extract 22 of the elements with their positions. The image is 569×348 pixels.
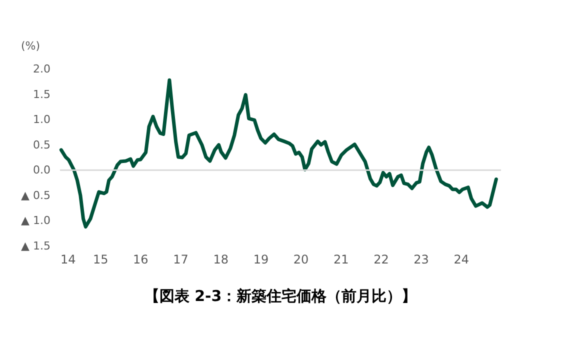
y-tick-label: 1.0 (33, 113, 50, 126)
x-tick-label: 17 (173, 252, 188, 266)
y-tick-label: ▲ 1.0 (21, 214, 50, 228)
y-axis-title: (%) (20, 40, 40, 52)
text: 【図表 2-3：新築住宅価格（前月比）】 (144, 287, 417, 305)
x-tick-label: 18 (213, 252, 229, 266)
x-tick-label: 20 (293, 252, 309, 266)
x-tick-label: 14 (60, 252, 76, 266)
x-tick-label: 24 (454, 252, 470, 266)
y-tick-label: 2.0 (33, 62, 50, 76)
x-tick-label: 16 (133, 252, 148, 266)
x-tick-label: 22 (374, 252, 389, 266)
x-tick-label: 21 (333, 252, 349, 266)
y-tick-label: 0.0 (33, 164, 50, 177)
y-tick-label: ▲ 1.5 (21, 240, 50, 252)
y-tick-label: ▲ 0.5 (21, 188, 50, 202)
y-tick-label: 1.5 (33, 88, 50, 101)
line-series (59, 78, 498, 229)
x-tick-label: 23 (414, 252, 429, 266)
x-tick-label: 15 (92, 252, 108, 266)
x-tick-label: 19 (253, 252, 269, 266)
y-tick-label: 0.5 (33, 138, 50, 152)
